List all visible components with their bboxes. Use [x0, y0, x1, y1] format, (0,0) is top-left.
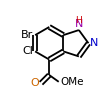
- Text: O: O: [30, 78, 39, 88]
- Text: Cl: Cl: [22, 46, 33, 56]
- Text: Br: Br: [21, 30, 33, 40]
- Text: N: N: [89, 38, 98, 48]
- Text: H: H: [75, 16, 82, 25]
- Text: N: N: [74, 19, 82, 29]
- Text: OMe: OMe: [60, 77, 83, 87]
